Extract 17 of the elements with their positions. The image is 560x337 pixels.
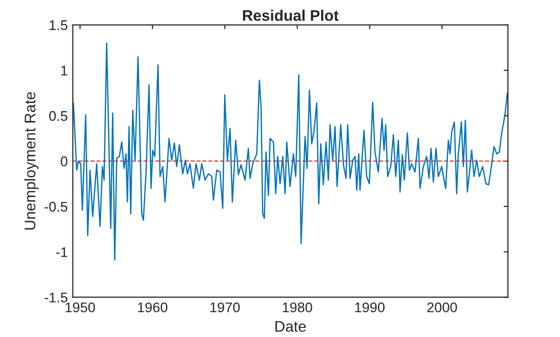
- y-tick-label: -1.5: [44, 292, 68, 302]
- y-axis-title: Unemployment Rate: [24, 92, 38, 230]
- x-tick-label: 1950: [66, 302, 95, 312]
- x-tick-label: 2000: [427, 302, 457, 312]
- y-tick-label: -1: [56, 247, 68, 257]
- x-tick-label: 1990: [355, 302, 385, 312]
- x-tick-label: 1960: [138, 302, 168, 312]
- y-tick-label: 0: [60, 156, 68, 166]
- y-tick-label: 1.5: [50, 20, 68, 30]
- x-tick-label: 1970: [210, 302, 240, 312]
- x-axis-title: Date: [275, 321, 306, 332]
- y-tick-label: -0.5: [44, 202, 68, 212]
- y-tick-label: 0.5: [49, 111, 68, 121]
- line-series: [72, 42, 508, 261]
- y-tick-label: 1: [61, 66, 68, 76]
- x-tick-label: 1980: [282, 302, 312, 312]
- chart-title: Residual Plot: [242, 10, 339, 21]
